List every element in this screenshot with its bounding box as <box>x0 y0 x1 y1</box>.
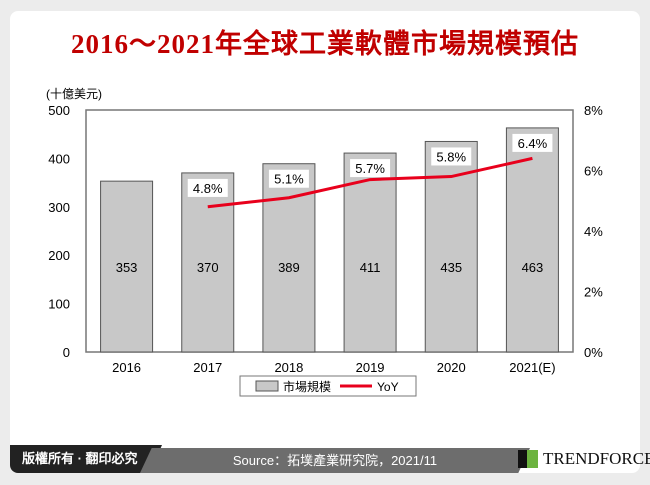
chart-title: 2016～2021年全球工業軟體市場規模預估 <box>71 29 579 59</box>
y2-tick-label: 8% <box>584 103 603 118</box>
bar-value-label: 435 <box>440 260 462 275</box>
bar <box>505 127 559 353</box>
x-tick-label: 2018 <box>274 360 303 375</box>
y-tick-label: 500 <box>48 103 70 118</box>
yoy-data-label: 5.8% <box>436 149 466 164</box>
x-tick-label: 2016 <box>112 360 141 375</box>
bar-value-label: 411 <box>360 260 381 275</box>
yoy-data-label: 5.1% <box>274 172 304 187</box>
yoy-data-label: 4.8% <box>193 181 223 196</box>
yoy-data-label: 6.4% <box>518 136 548 151</box>
trendforce-logo: TRENDFORCE <box>518 449 650 469</box>
y-axis-title: (十億美元) <box>46 87 102 101</box>
logo-mark-icon <box>518 450 538 468</box>
x-tick-label: 2020 <box>437 360 466 375</box>
x-tick-label: 2017 <box>193 360 222 375</box>
copyright-notice: 版權所有 · 翻印必究 <box>10 445 162 473</box>
legend-label-line: YoY <box>377 380 399 394</box>
bar-value-label: 389 <box>278 260 300 275</box>
bar <box>262 163 316 353</box>
y-tick-label: 100 <box>48 297 70 312</box>
y2-tick-label: 6% <box>584 164 603 179</box>
plot-area <box>85 109 574 353</box>
legend <box>239 375 417 397</box>
source-note: Source：拓墣產業研究院，2021/11 <box>140 448 530 473</box>
bar-value-label: 353 <box>116 260 138 275</box>
y-tick-label: 200 <box>48 248 70 263</box>
yoy-label-bg <box>187 178 228 197</box>
footer: 版權所有 · 翻印必究 Source：拓墣產業研究院，2021/11 TREND… <box>10 445 650 475</box>
y-tick-label: 400 <box>48 151 70 166</box>
y-tick-label: 300 <box>48 200 70 215</box>
brand-name: TRENDFORCE <box>543 449 650 468</box>
yoy-label-bg <box>431 147 472 166</box>
bar <box>100 180 154 353</box>
y-tick-label: 0 <box>63 345 70 360</box>
legend-label-bar: 市場規模 <box>283 379 331 394</box>
x-tick-label: 2019 <box>356 360 385 375</box>
yoy-label-bg <box>350 159 391 178</box>
legend-swatch-bar <box>255 380 279 392</box>
yoy-label-bg <box>512 133 553 152</box>
bar <box>181 172 235 353</box>
yoy-data-label: 5.7% <box>355 161 385 176</box>
y2-tick-label: 4% <box>584 224 603 239</box>
chart: (十億美元) 0 100 200 300 400 500 0% 2% 4% 6% 8% 353 2016 3… <box>46 87 603 397</box>
yoy-line <box>207 156 533 209</box>
y2-tick-label: 2% <box>584 285 603 300</box>
bar-value-label: 370 <box>197 260 219 275</box>
yoy-label-bg <box>268 169 309 188</box>
y2-tick-label: 0% <box>584 345 603 360</box>
bar-value-label: 463 <box>522 260 544 275</box>
x-tick-label: 2021(E) <box>509 360 555 375</box>
bar <box>343 152 397 353</box>
